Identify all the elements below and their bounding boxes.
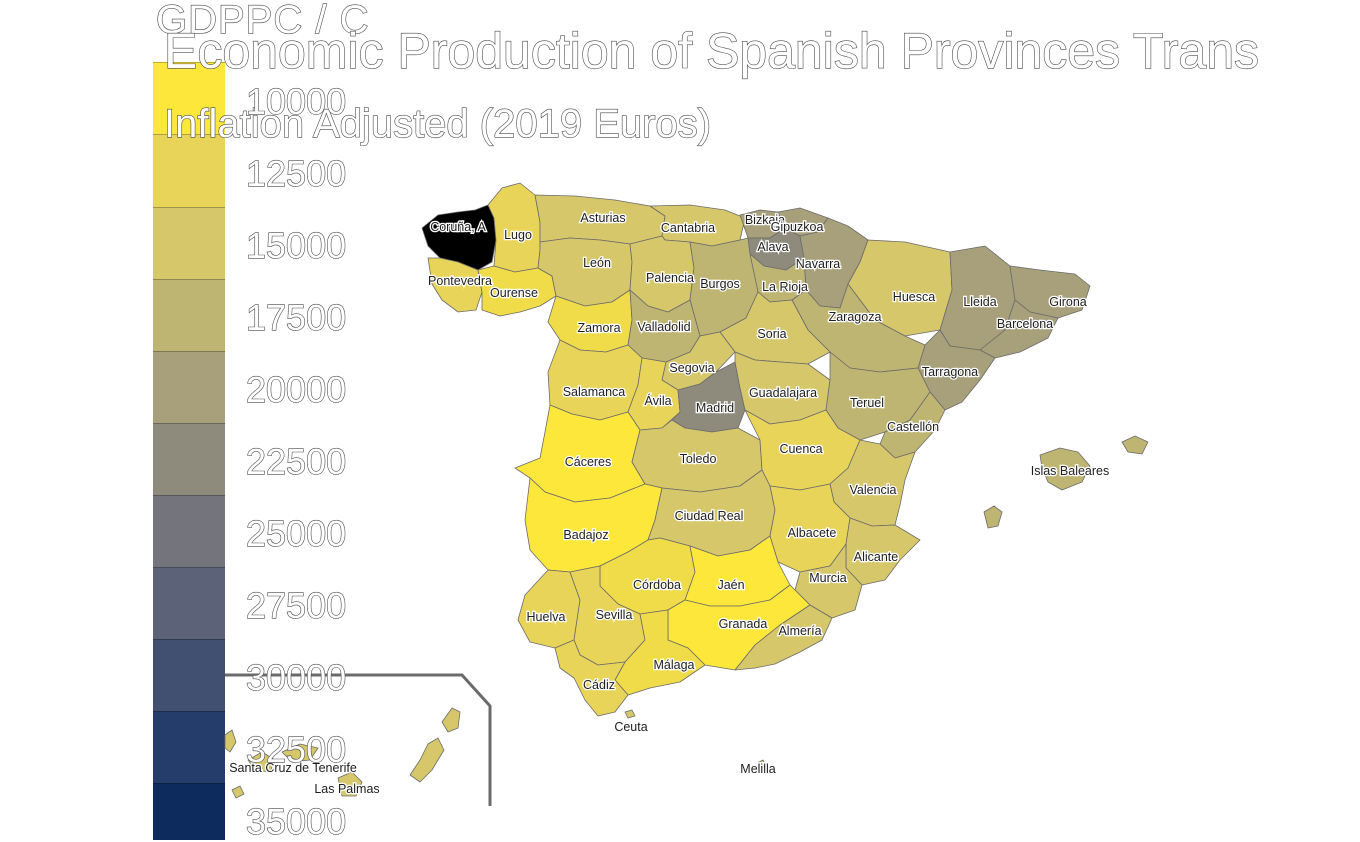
legend-tick-label: 20000: [245, 369, 347, 410]
province-label-toledo: Toledo: [680, 452, 717, 466]
province-las-palmas[interactable]: [337, 707, 461, 797]
map-title-line-2: Inflation Adjusted (2019 Euros): [163, 101, 712, 146]
province-label-burgos: Burgos: [700, 277, 740, 291]
province-label-cuenca: Cuenca: [779, 442, 822, 456]
province-label-leon: León: [583, 256, 611, 270]
province-label-alava: Alava: [757, 240, 788, 254]
province-huesca[interactable]: [847, 239, 953, 337]
province-label-guadalajara: Guadalajara: [749, 386, 817, 400]
legend-swatch-22500: [153, 423, 225, 495]
province-label-santa-cruz-de-tenerife: Santa Cruz de Tenerife: [229, 761, 357, 775]
legend-tick-label: 10000: [245, 81, 347, 122]
legend-swatch-17500: [153, 279, 225, 351]
province-label-jaen: Jaén: [717, 578, 744, 592]
province-label-almeria: Almería: [778, 624, 821, 638]
legend-swatch-35000: [153, 783, 225, 840]
legend-swatch-10000: [153, 62, 225, 134]
province-label-barcelona: Barcelona: [997, 317, 1053, 331]
province-label-huelva: Huelva: [527, 610, 566, 624]
province-label-murcia: Murcia: [809, 571, 847, 585]
province-label-asturias: Asturias: [580, 211, 625, 225]
province-cadiz[interactable]: [554, 639, 629, 717]
legend-swatch-30000: [153, 639, 225, 711]
legend-swatch-20000: [153, 351, 225, 423]
province-label-gipuzkoa: Gipuzkoa: [771, 220, 824, 234]
province-label-avila: Ávila: [644, 393, 671, 408]
province-label-las-palmas: Las Palmas: [314, 782, 379, 796]
legend-title: GDPPC / C: [155, 0, 370, 43]
province-label-malaga: Málaga: [654, 658, 695, 672]
province-label-alicante: Alicante: [854, 550, 899, 564]
legend-tick-label: 32500: [245, 729, 347, 770]
province-label-caceres: Cáceres: [565, 455, 612, 469]
province-label-melilla: Melilla: [740, 762, 775, 776]
province-label-navarra: Navarra: [796, 257, 841, 271]
province-label-cantabria: Cantabria: [661, 221, 715, 235]
legend-tick-label: 15000: [245, 225, 347, 266]
province-label-cordoba: Córdoba: [633, 578, 681, 592]
province-label-islas-baleares: Islas Baleares: [1031, 464, 1110, 478]
province-label-palencia: Palencia: [646, 271, 694, 285]
province-label-badajoz: Badajoz: [563, 528, 608, 542]
province-label-zaragoza: Zaragoza: [829, 310, 882, 324]
province-ceuta[interactable]: [624, 709, 636, 719]
map-title-line-1: Economic Production of Spanish Provinces…: [163, 22, 1259, 79]
province-melilla[interactable]: [758, 759, 766, 767]
province-label-zamora: Zamora: [577, 321, 620, 335]
province-label-girona: Girona: [1049, 295, 1087, 309]
legend-colorbar: [153, 62, 225, 840]
legend-tick-label: 12500: [245, 153, 347, 194]
legend-swatch-32500: [153, 711, 225, 783]
province-label-madrid: Madrid: [696, 401, 734, 415]
province-label-soria: Soria: [757, 327, 786, 341]
province-label-granada: Granada: [719, 617, 768, 631]
legend-tick-label: 27500: [245, 585, 347, 626]
province-label-bizkaia: Bizkaia: [745, 213, 785, 227]
legend-swatch-25000: [153, 495, 225, 567]
province-ourense[interactable]: [477, 265, 557, 317]
province-label-castellon: Castellón: [887, 420, 939, 434]
legend-tick-label: 22500: [245, 441, 347, 482]
province-label-la-rioja: La Rioja: [762, 280, 808, 294]
legend-swatch-27500: [153, 567, 225, 639]
province-label-lleida: Lleida: [963, 295, 996, 309]
province-label-sevilla: Sevilla: [596, 608, 633, 622]
legend-tick-label: 17500: [245, 297, 347, 338]
province-label-salamanca: Salamanca: [563, 385, 626, 399]
province-pontevedra[interactable]: [427, 257, 483, 313]
province-label-valencia: Valencia: [849, 483, 896, 497]
legend-swatch-12500: [153, 134, 225, 207]
legend-tick-label: 35000: [245, 801, 347, 842]
province-label-coruna-a: Coruña, A: [430, 220, 486, 234]
province-label-ceuta: Ceuta: [614, 720, 647, 734]
province-label-huesca: Huesca: [893, 290, 935, 304]
province-label-ciudad-real: Ciudad Real: [675, 509, 744, 523]
legend-tick-label: 30000: [245, 657, 347, 698]
province-label-teruel: Teruel: [850, 396, 884, 410]
legend-tick-label: 25000: [245, 513, 347, 554]
province-label-pontevedra: Pontevedra: [428, 274, 492, 288]
legend-swatch-15000: [153, 207, 225, 279]
province-label-segovia: Segovia: [669, 361, 714, 375]
province-label-lugo: Lugo: [504, 228, 532, 242]
province-almeria[interactable]: [734, 604, 833, 671]
province-santa-cruz-de-tenerife[interactable]: [224, 729, 319, 799]
province-label-valladolid: Valladolid: [637, 320, 690, 334]
province-label-tarragona: Tarragona: [922, 365, 978, 379]
canary-inset-frame: [225, 673, 492, 806]
province-salamanca[interactable]: [547, 339, 643, 421]
province-barcelona[interactable]: [979, 299, 1059, 359]
province-label-cadiz: Cádiz: [583, 678, 615, 692]
province-islas-baleares[interactable]: [983, 435, 1149, 529]
province-huelva[interactable]: [517, 569, 581, 649]
province-label-ourense: Ourense: [490, 286, 538, 300]
province-label-albacete: Albacete: [788, 526, 837, 540]
